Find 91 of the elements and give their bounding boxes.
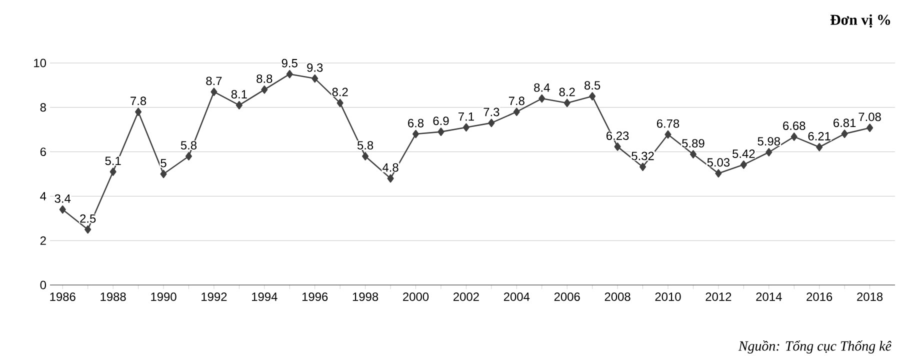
x-tick-label: 2014 (756, 292, 782, 301)
point (715, 169, 722, 178)
data-label: 5.8 (180, 141, 197, 150)
x-tick-label: 1998 (352, 292, 378, 301)
data-label: 8.4 (534, 83, 550, 92)
x-tick-label: 2010 (655, 292, 681, 301)
point (538, 94, 546, 103)
point (387, 174, 394, 183)
x-tick-label: 2012 (706, 292, 732, 301)
data-label: 6.81 (834, 118, 856, 128)
x-tick-label: 2006 (554, 292, 580, 301)
y-tick-label: 0 (40, 280, 46, 290)
data-label: 6.9 (433, 116, 449, 126)
data-label: 6.21 (808, 132, 830, 140)
x-tick-label: 1986 (50, 292, 76, 301)
point (462, 123, 470, 132)
point (589, 92, 596, 100)
data-label: 5.32 (632, 152, 654, 160)
data-label: 5.98 (758, 137, 780, 146)
data-label: 6.78 (656, 119, 680, 128)
data-label: 8.8 (256, 74, 272, 83)
point (513, 108, 520, 116)
y-tick-label: 2 (40, 236, 46, 245)
point (362, 152, 369, 160)
y-tick-label: 8 (40, 103, 46, 112)
point (841, 130, 848, 138)
point (59, 205, 66, 214)
point (236, 101, 242, 110)
data-label: 7.8 (508, 96, 524, 106)
point (261, 85, 268, 94)
x-tick-label: 1988 (100, 292, 126, 301)
data-label: 5 (160, 158, 166, 168)
y-tick-label: 10 (34, 58, 46, 68)
point (614, 142, 621, 151)
data-label: 6.8 (408, 118, 424, 128)
y-tick-label: 4 (40, 192, 46, 200)
data-label: 4.8 (382, 163, 398, 172)
data-label: 8.2 (559, 88, 575, 96)
point (766, 148, 772, 156)
x-tick-label: 2000 (403, 292, 429, 301)
data-label: 8.7 (206, 76, 222, 86)
point (286, 70, 293, 78)
data-label: 5.42 (732, 150, 755, 158)
data-label: 2.5 (80, 214, 96, 223)
data-label: 7.8 (130, 96, 146, 106)
data-label: 7.3 (484, 108, 500, 116)
data-label: 8.1 (231, 90, 247, 98)
data-label: 6.68 (783, 122, 806, 130)
point (312, 74, 318, 83)
point (740, 160, 747, 169)
point (564, 98, 570, 108)
point (640, 162, 646, 172)
data-label: 5.8 (357, 141, 374, 150)
point (438, 128, 444, 136)
text: Nguồn: Tổng cục Thống kê (738, 340, 892, 354)
point (690, 150, 696, 158)
data-label: 7.08 (858, 112, 881, 122)
data-label: 5.1 (105, 156, 121, 166)
data-label: 7.1 (458, 112, 474, 121)
point (135, 108, 142, 116)
point (412, 130, 420, 138)
point (866, 124, 874, 132)
data-label: 6.23 (606, 132, 629, 140)
x-tick-label: 1994 (252, 292, 278, 301)
x-tick-label: 2002 (454, 292, 479, 301)
point (336, 98, 344, 108)
point (160, 170, 167, 178)
point (210, 88, 218, 96)
y-tick-label: 6 (40, 148, 46, 156)
point (185, 152, 192, 160)
x-tick-label: 2008 (604, 292, 630, 301)
x-tick-label: 1996 (302, 292, 328, 301)
x-tick-label: 1990 (151, 292, 176, 301)
x-tick-label: 2018 (857, 292, 883, 301)
x-tick-label: 1992 (202, 292, 227, 301)
point (816, 142, 823, 152)
point (110, 168, 116, 176)
x-tick-label: 2004 (504, 292, 530, 301)
data-label: 3.4 (54, 194, 71, 203)
point (790, 132, 798, 141)
point (664, 130, 672, 139)
text: Đơn vị % (830, 14, 890, 28)
data-label: 9.3 (307, 63, 323, 72)
point (84, 225, 92, 234)
data-label: 8.2 (332, 88, 348, 96)
x-tick-label: 2016 (806, 292, 832, 301)
data-label: 9.5 (282, 58, 298, 68)
data-label: 8.5 (584, 81, 600, 90)
data-label: 5.03 (707, 158, 730, 167)
data-label: 5.89 (682, 139, 704, 148)
point (488, 118, 495, 128)
